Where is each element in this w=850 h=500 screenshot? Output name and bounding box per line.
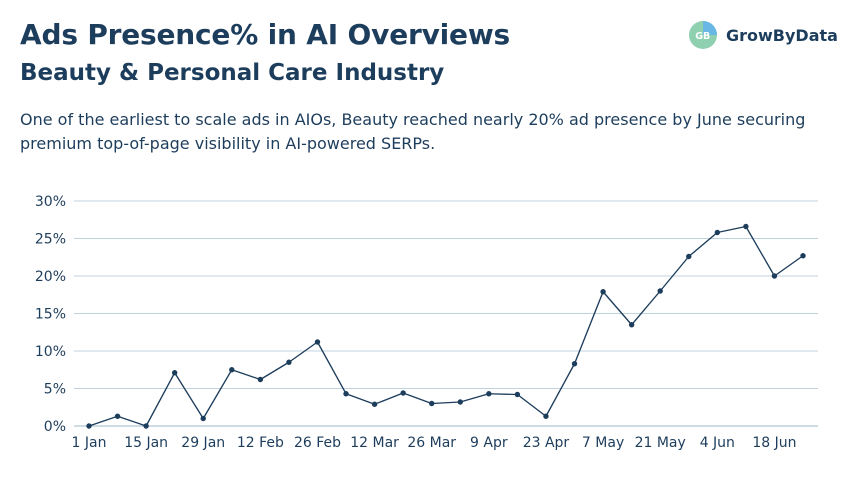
data-series — [86, 223, 806, 429]
chart-description: One of the earliest to scale ads in AIOs… — [20, 110, 806, 153]
data-point — [714, 229, 721, 236]
x-tick-label: 26 Feb — [294, 435, 341, 451]
svg-text:GB: GB — [695, 31, 710, 42]
x-tick-label: 7 May — [582, 435, 624, 451]
data-point — [771, 273, 778, 279]
data-point — [486, 391, 492, 397]
x-tick-label: 18 Jun — [752, 435, 796, 451]
x-tick-label: 1 Jan — [72, 435, 107, 451]
data-point — [229, 367, 235, 373]
data-point — [86, 423, 92, 429]
data-point — [171, 370, 178, 376]
data-point — [114, 413, 121, 419]
data-point — [743, 223, 749, 230]
y-tick-label: 20% — [35, 269, 66, 285]
data-point — [429, 400, 435, 407]
data-point — [600, 289, 606, 295]
data-point — [571, 361, 578, 367]
data-point — [800, 253, 806, 259]
x-axis-ticks: 1 Jan 15 Jan 29 Jan 12 Feb 26 Feb 12 Mar 26 Ma… — [72, 435, 797, 451]
x-tick-label: 12 Feb — [237, 435, 284, 451]
growbydata-logo-icon: GB — [688, 20, 718, 50]
x-tick-label: 9 Apr — [470, 435, 508, 451]
x-tick-label: 26 Mar — [407, 435, 456, 451]
data-point — [628, 322, 635, 328]
data-point — [257, 376, 264, 383]
y-tick-label: 0% — [44, 419, 66, 435]
data-point — [514, 391, 521, 398]
x-tick-label: 15 Jan — [124, 435, 168, 451]
brand-logo: GB GrowByData — [688, 20, 838, 50]
data-point — [371, 401, 378, 407]
data-point — [543, 413, 549, 419]
data-point — [200, 415, 206, 422]
x-tick-label: 4 Jun — [700, 435, 735, 451]
y-tick-label: 5% — [44, 382, 66, 398]
x-tick-label: 21 May — [635, 435, 686, 451]
y-axis-ticks: 0% 5% 10% 15% 20% 25% 30% — [35, 194, 66, 435]
data-point — [314, 339, 321, 345]
series-line — [88, 225, 804, 427]
gridlines — [74, 200, 818, 427]
y-tick-label: 10% — [35, 344, 66, 360]
chart-subtitle: Beauty & Personal Care Industry — [20, 60, 445, 86]
y-tick-label: 30% — [35, 194, 66, 210]
data-point — [143, 423, 149, 429]
data-point — [686, 253, 692, 260]
data-point — [457, 399, 463, 405]
y-tick-label: 25% — [35, 232, 66, 248]
x-tick-label: 12 Mar — [350, 435, 399, 451]
x-tick-label: 29 Jan — [181, 435, 225, 451]
y-tick-label: 15% — [35, 307, 66, 323]
x-tick-label: 23 Apr — [523, 435, 570, 451]
data-point — [286, 359, 292, 365]
data-point — [400, 390, 406, 396]
chart-title: Ads Presence% in AI Overviews — [20, 18, 510, 51]
brand-name: GrowByData — [726, 25, 838, 45]
data-point — [343, 391, 349, 397]
data-point — [657, 288, 663, 294]
